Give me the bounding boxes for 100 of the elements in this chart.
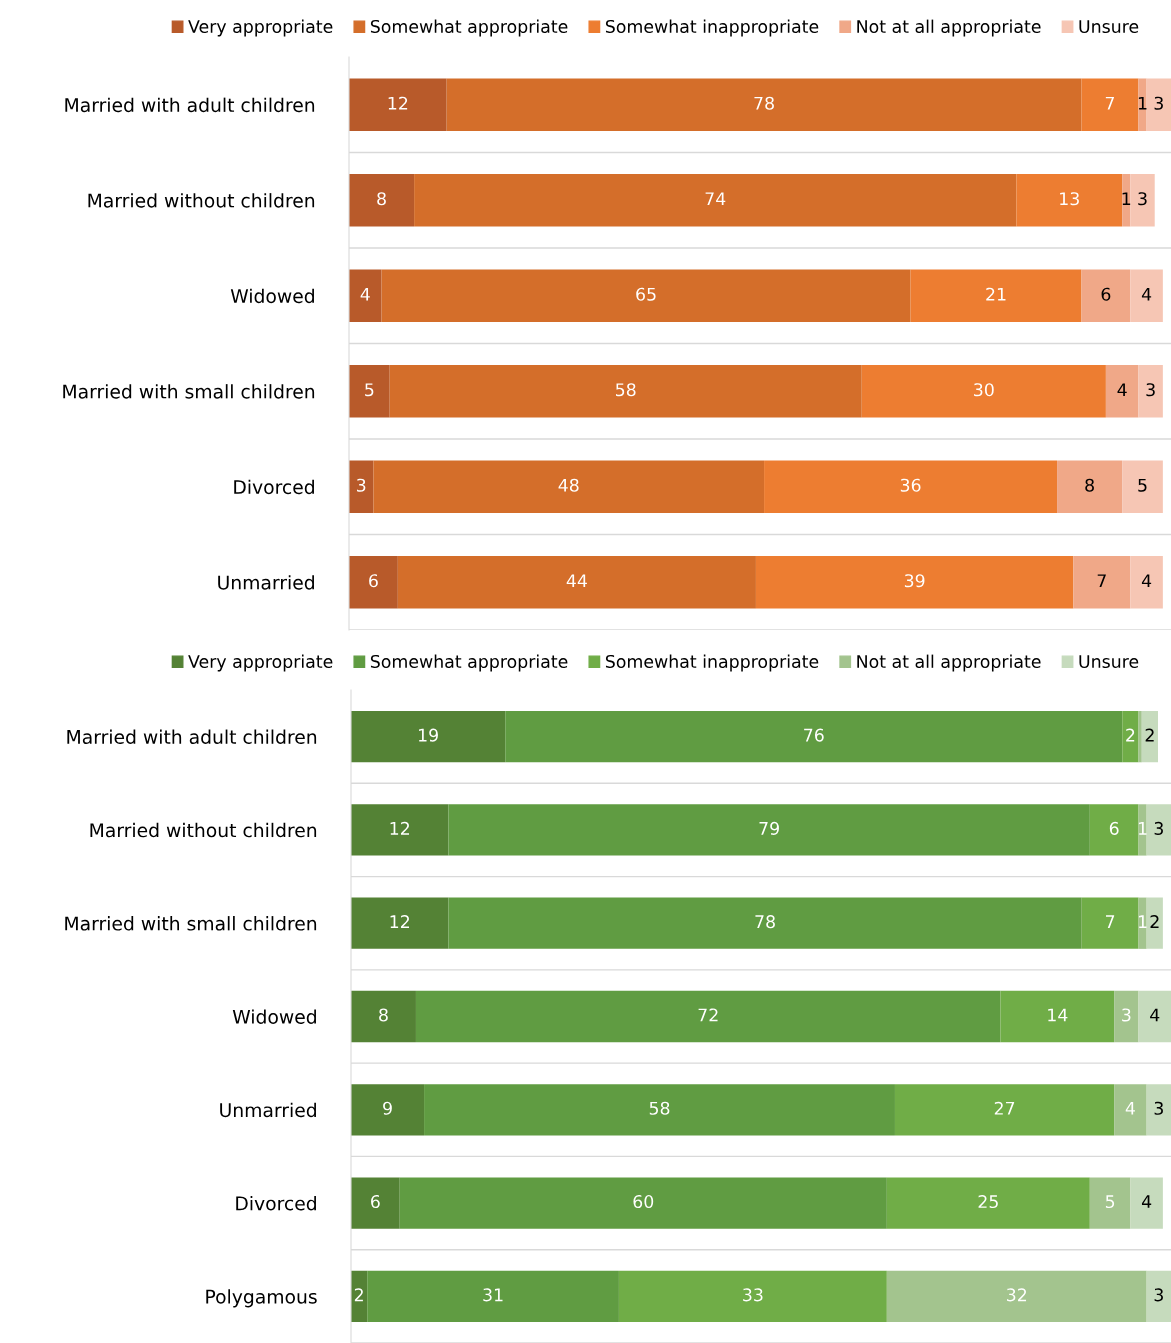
data-label: 78 xyxy=(755,915,775,929)
bar xyxy=(1130,269,1163,323)
data-label: 3 xyxy=(1154,1101,1163,1115)
data-label: 6 xyxy=(369,574,378,588)
data-label: 2 xyxy=(354,1288,363,1302)
bar xyxy=(1114,1084,1147,1136)
bar xyxy=(415,990,1001,1043)
bar xyxy=(1057,460,1123,514)
y-tick-label: Married with small children xyxy=(63,384,315,399)
y-tick-label: Widowed xyxy=(230,288,314,304)
data-label: 48 xyxy=(558,478,579,492)
bar xyxy=(349,460,374,514)
data-label: 5 xyxy=(1105,1195,1115,1209)
data-label: 12 xyxy=(388,96,408,110)
data-label: 8 xyxy=(377,192,386,206)
bar xyxy=(351,1084,425,1136)
bar xyxy=(1105,364,1139,418)
bar xyxy=(1000,990,1115,1043)
data-label: 8 xyxy=(379,1008,388,1022)
bar xyxy=(1073,555,1131,609)
legend-label: Very appropriate xyxy=(188,654,333,672)
bar xyxy=(886,1270,1147,1323)
bar xyxy=(1081,269,1131,323)
data-label: 4 xyxy=(1141,1195,1152,1208)
bar xyxy=(1114,990,1139,1043)
bar xyxy=(1130,173,1155,227)
y-tick-label: Divorced xyxy=(234,479,314,495)
legend-label: Somewhat appropriate xyxy=(370,654,568,672)
data-label: 7 xyxy=(1106,915,1115,928)
y-tick-label: Married without children xyxy=(90,822,317,838)
data-label: 25 xyxy=(978,1194,998,1209)
bar xyxy=(351,897,449,949)
data-label: 33 xyxy=(743,1288,763,1302)
bar xyxy=(351,990,416,1043)
bar xyxy=(1130,1177,1163,1229)
data-label: 27 xyxy=(994,1101,1015,1115)
data-label: 60 xyxy=(633,1194,654,1209)
bar xyxy=(367,1270,619,1323)
data-label: 2 xyxy=(1150,915,1159,928)
data-label: 76 xyxy=(804,728,824,742)
bar xyxy=(910,269,1082,323)
bar xyxy=(399,1177,887,1229)
legend-label: Unsure xyxy=(1079,655,1139,669)
data-label: 7 xyxy=(1097,574,1106,588)
data-label: 3 xyxy=(1154,96,1163,110)
data-label: 4 xyxy=(1141,574,1152,588)
bar xyxy=(414,173,1017,227)
bar xyxy=(1130,555,1163,609)
bar xyxy=(446,78,1082,132)
bar xyxy=(1146,1270,1171,1323)
bar xyxy=(381,269,911,323)
bar xyxy=(1146,1084,1171,1136)
data-label: 65 xyxy=(636,287,656,301)
data-label: 1 xyxy=(1138,915,1147,928)
data-label: 4 xyxy=(360,287,370,301)
legend-label: Not at all appropriate xyxy=(857,654,1041,672)
data-label: 72 xyxy=(698,1008,718,1022)
data-label: 9 xyxy=(383,1101,392,1115)
data-label: 12 xyxy=(390,915,410,928)
data-label: 31 xyxy=(483,1288,503,1302)
data-label: 74 xyxy=(705,192,726,206)
data-label: 12 xyxy=(390,821,410,835)
bar xyxy=(1122,173,1131,227)
bar xyxy=(1141,710,1159,763)
data-label: 3 xyxy=(1154,821,1163,835)
data-label: 19 xyxy=(418,728,438,742)
bar xyxy=(349,269,382,323)
bar xyxy=(1138,364,1163,418)
data-label: 4 xyxy=(1150,1008,1160,1022)
data-label: 30 xyxy=(974,383,994,397)
data-label: 8 xyxy=(1085,478,1094,492)
data-label: 58 xyxy=(616,383,636,397)
bar xyxy=(424,1084,895,1136)
data-label: 78 xyxy=(754,96,774,110)
bar xyxy=(373,460,765,514)
bar xyxy=(351,1177,400,1229)
data-label: 6 xyxy=(1101,287,1111,301)
data-label: 79 xyxy=(759,821,779,835)
data-label: 36 xyxy=(900,478,921,492)
y-tick-label: Married without children xyxy=(88,193,315,208)
data-label: 6 xyxy=(1109,821,1119,835)
data-label: 7 xyxy=(1105,96,1114,110)
y-tick-label: Unmarried xyxy=(218,575,314,590)
bar xyxy=(1146,78,1171,132)
data-label: 5 xyxy=(1138,478,1147,492)
data-label: 3 xyxy=(1146,383,1155,397)
data-label: 3 xyxy=(1138,192,1147,206)
bar xyxy=(349,78,447,132)
data-label: 3 xyxy=(1122,1008,1131,1022)
bar xyxy=(894,1084,1115,1136)
legend-label: Somewhat inappropriate xyxy=(605,654,819,672)
bar xyxy=(349,173,415,227)
legend-label: Somewhat inappropriate xyxy=(605,19,819,37)
bar xyxy=(618,1270,887,1323)
bar xyxy=(1016,173,1123,227)
bar xyxy=(1146,897,1163,949)
bar xyxy=(1138,990,1171,1043)
legend-label: Not at all appropriate xyxy=(857,19,1041,37)
data-label: 4 xyxy=(1141,287,1152,301)
y-tick-label: Married with small children xyxy=(65,916,317,931)
